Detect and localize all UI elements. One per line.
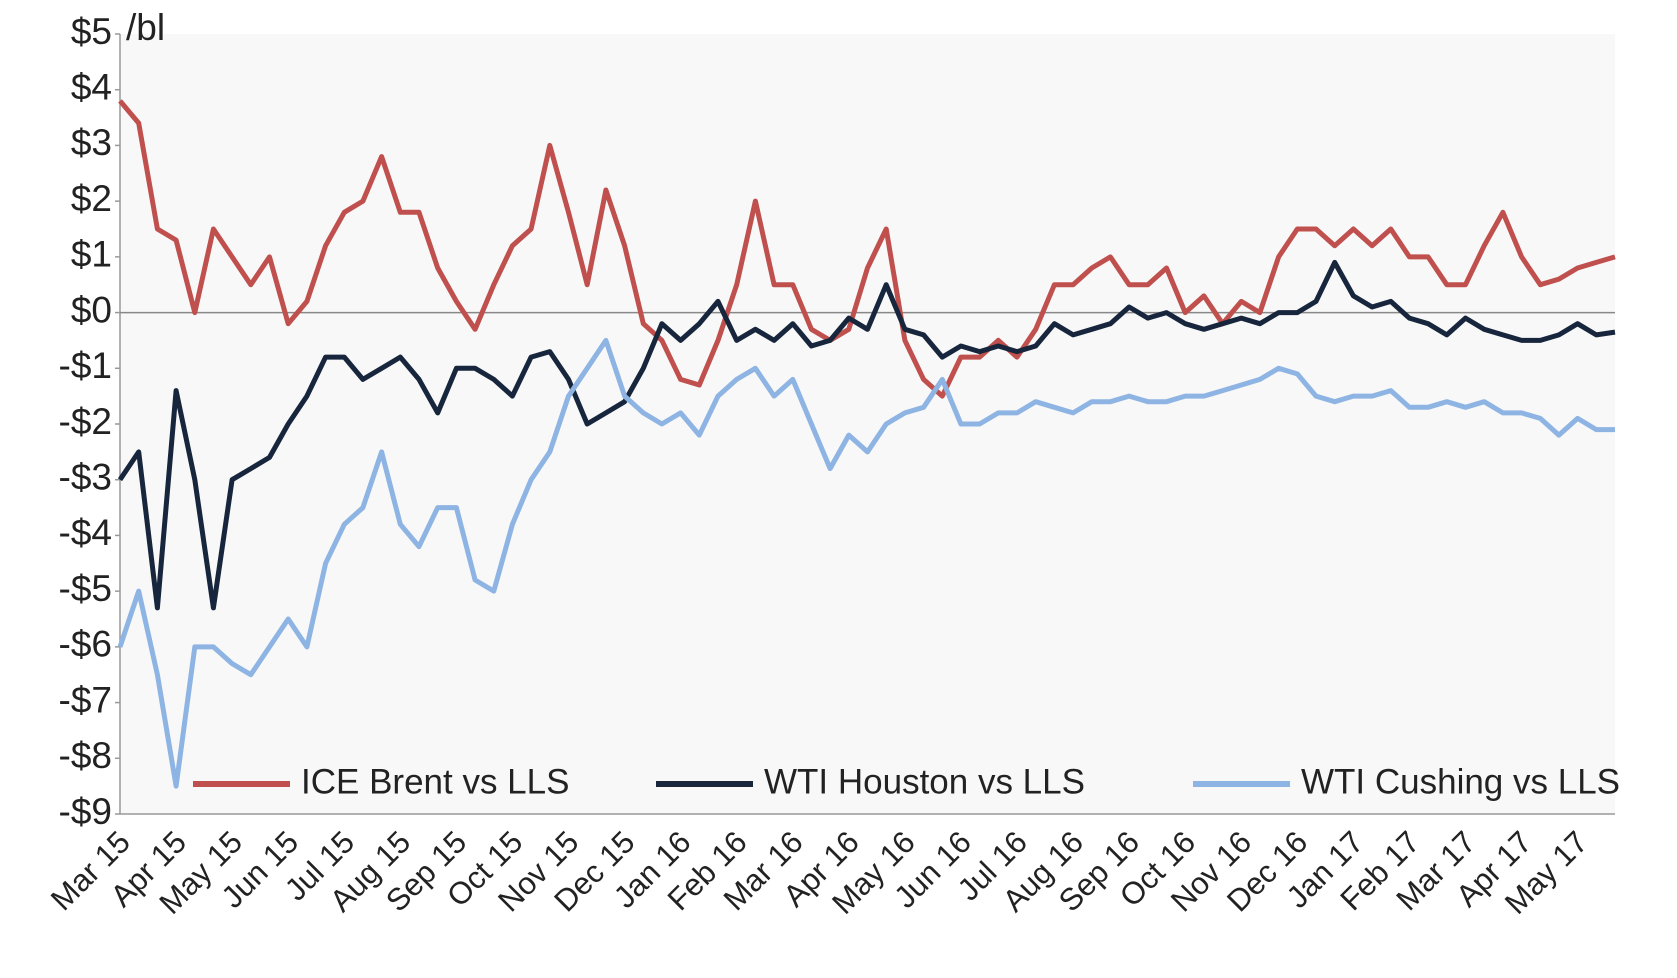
y-tick-label: $3 [71, 122, 112, 163]
y-tick-label: $1 [71, 234, 112, 275]
legend-label: WTI Cushing vs LLS [1301, 762, 1620, 801]
y-tick-label: $2 [71, 178, 112, 219]
legend-label: ICE Brent vs LLS [301, 762, 569, 801]
y-tick-label: -$4 [59, 512, 112, 553]
series-line [117, 337, 1615, 789]
y-tick-label: -$6 [59, 624, 112, 665]
y-tick-label: $4 [71, 66, 112, 107]
y-tick-label: -$1 [59, 345, 112, 386]
legend-label: WTI Houston vs LLS [764, 762, 1085, 801]
y-tick-label: $0 [71, 289, 112, 330]
y-tick-label: -$3 [59, 456, 112, 497]
series-line [118, 99, 1616, 399]
y-tick-label: $5 [71, 11, 112, 52]
y-tick-label: -$8 [59, 735, 112, 776]
plot-area [120, 34, 1615, 814]
series-line [117, 259, 1616, 611]
y-tick-label: -$7 [59, 679, 112, 720]
y-tick-label: -$2 [59, 401, 112, 442]
y-tick-label: -$5 [59, 568, 112, 609]
y-tick-label: -$9 [59, 791, 112, 832]
unit-label: /bl [126, 7, 165, 48]
